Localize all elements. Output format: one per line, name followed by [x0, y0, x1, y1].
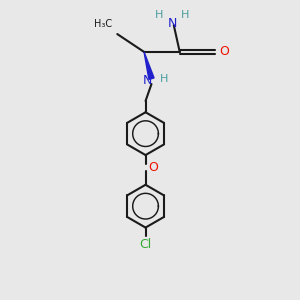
Text: H₃C: H₃C [94, 19, 112, 29]
Text: Cl: Cl [140, 238, 152, 251]
Text: H: H [181, 10, 189, 20]
Text: N: N [168, 17, 177, 30]
Text: N: N [143, 74, 153, 87]
Text: H: H [155, 10, 163, 20]
Polygon shape [144, 52, 154, 80]
Text: O: O [219, 45, 229, 58]
Text: H: H [160, 74, 168, 84]
Text: O: O [148, 161, 158, 174]
